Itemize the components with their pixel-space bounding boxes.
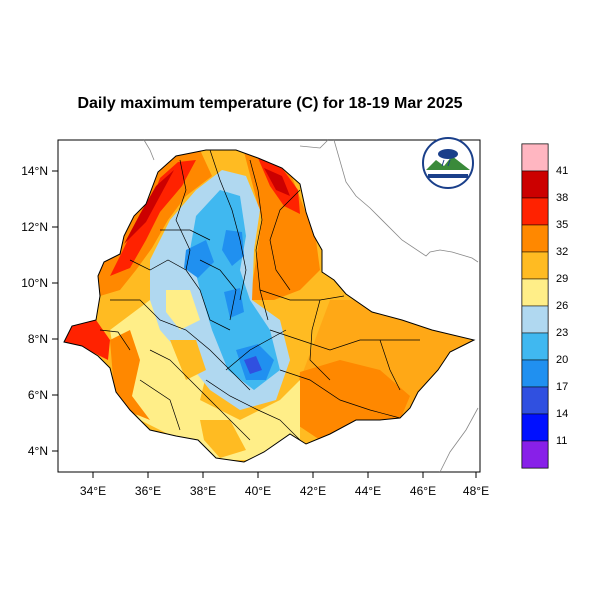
- colorbar-swatch: [521, 224, 549, 253]
- colorbar-label: 26: [556, 300, 568, 312]
- y-tick-label: 10°N: [21, 276, 48, 290]
- admin-borders: [99, 150, 420, 441]
- colorbar-label: 41: [556, 165, 568, 177]
- institute-logo: [422, 137, 474, 189]
- x-tick-label: 34°E: [80, 484, 106, 498]
- y-tick-label: 4°N: [28, 444, 48, 458]
- colorbar-swatch: [521, 251, 549, 280]
- colorbar-swatch: [521, 386, 549, 415]
- colorbar-label: 29: [556, 273, 568, 285]
- neighbor-borders: [143, 139, 479, 473]
- colorbar-label: 20: [556, 354, 568, 366]
- colorbar-label: 23: [556, 327, 568, 339]
- x-tick-label: 44°E: [355, 484, 381, 498]
- colorbar: 41 38 35 32 29 26 23 20 17 14 11: [521, 143, 568, 469]
- colorbar-label: 32: [556, 246, 568, 258]
- colorbar-swatch: [521, 359, 549, 388]
- y-axis: 14°N 12°N 10°N 8°N 6°N 4°N: [21, 164, 58, 458]
- x-tick-label: 48°E: [463, 484, 489, 498]
- colorbar-label: 38: [556, 192, 568, 204]
- colorbar-label: 11: [556, 435, 567, 447]
- y-tick-label: 6°N: [28, 388, 48, 402]
- colorbar-swatch: [521, 305, 549, 334]
- x-tick-label: 40°E: [245, 484, 271, 498]
- colorbar-label: 17: [556, 381, 568, 393]
- colorbar-swatch: [521, 332, 549, 361]
- y-tick-label: 14°N: [21, 164, 48, 178]
- ethiopia-border: [63, 149, 476, 463]
- colorbar-swatch: [521, 278, 549, 307]
- colorbar-label: 14: [556, 408, 568, 420]
- x-tick-label: 42°E: [300, 484, 326, 498]
- x-tick-label: 38°E: [190, 484, 216, 498]
- colorbar-swatch: [521, 143, 549, 172]
- colorbar-swatch: [521, 440, 549, 469]
- colorbar-swatch: [521, 413, 549, 442]
- x-tick-label: 36°E: [135, 484, 161, 498]
- x-axis: 34°E 36°E 38°E 40°E 42°E 44°E 46°E 48°E: [80, 472, 489, 498]
- x-tick-label: 46°E: [410, 484, 436, 498]
- map-title: Daily maximum temperature (C) for 18-19 …: [77, 95, 463, 112]
- colorbar-label: 35: [556, 219, 568, 231]
- colorbar-swatch: [521, 170, 549, 199]
- y-tick-label: 8°N: [28, 332, 48, 346]
- colorbar-swatch: [521, 197, 549, 226]
- y-tick-label: 12°N: [21, 220, 48, 234]
